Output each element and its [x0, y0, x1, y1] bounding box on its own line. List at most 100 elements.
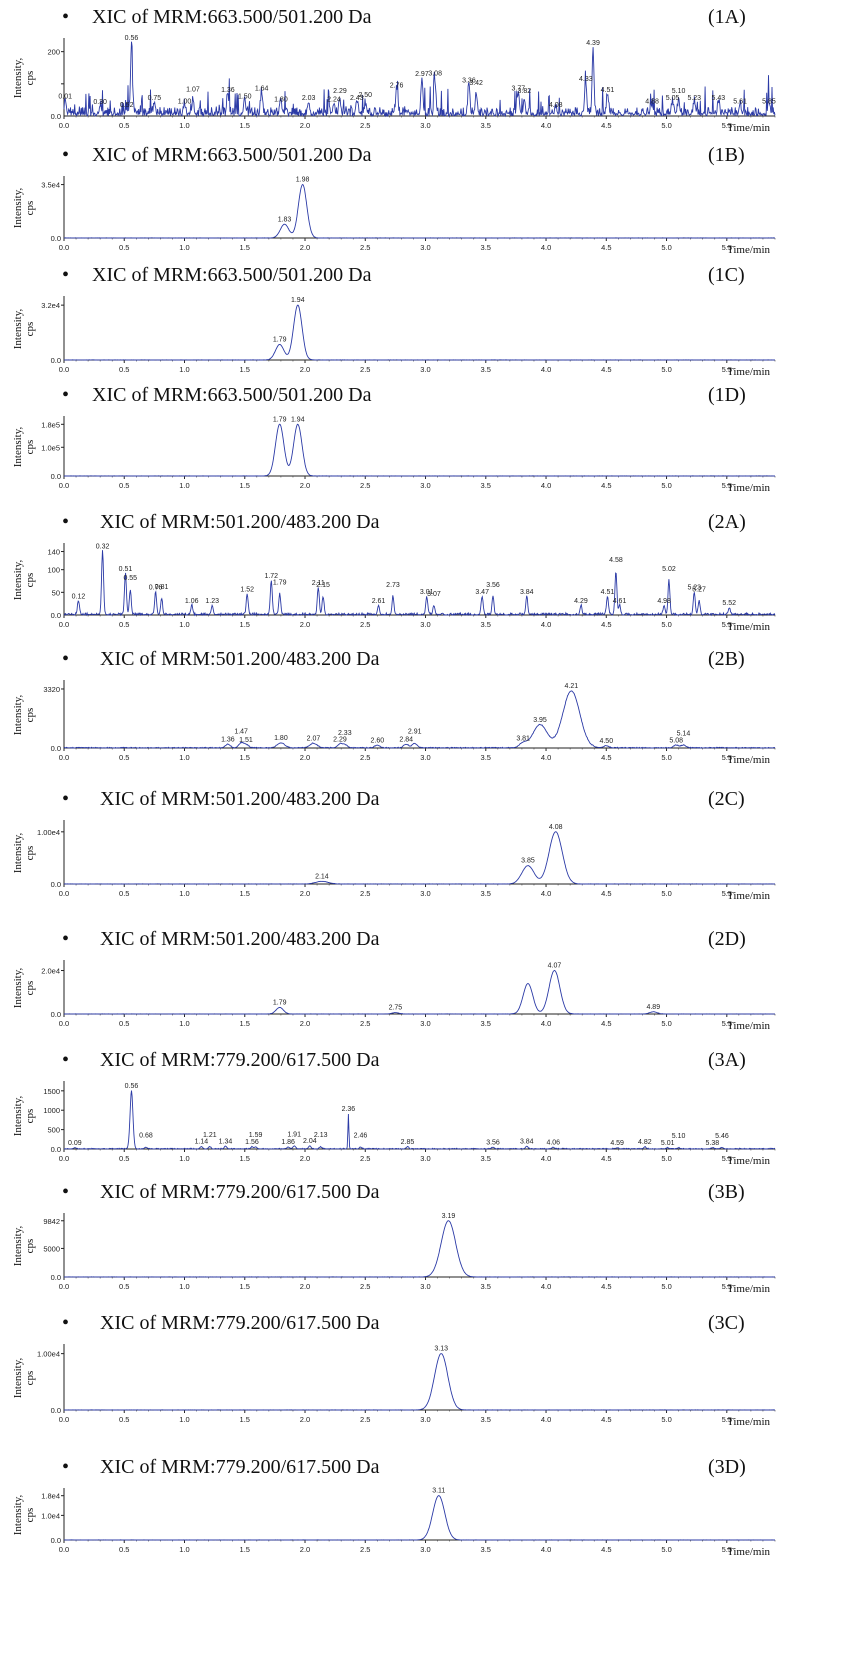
x-tick-label: 2.5: [360, 1154, 370, 1163]
x-tick-label: 3.5: [481, 481, 491, 490]
x-tick-label: 0.0: [59, 1019, 69, 1028]
y-tick-label: 1.0e4: [41, 1511, 60, 1520]
peak-label: 3.84: [520, 589, 534, 596]
x-tick-label: 2.5: [360, 481, 370, 490]
x-tick-label: 1.0: [179, 1545, 189, 1554]
peak-label: 0.75: [148, 95, 162, 102]
x-tick-label: 4.5: [601, 753, 611, 762]
peak-label: 2.91: [408, 729, 422, 736]
x-tick-label: 4.5: [601, 1282, 611, 1291]
x-axis-unit: Time/min: [727, 890, 770, 902]
y-tick-label: 1.00e4: [37, 1350, 60, 1359]
bullet-icon: •: [62, 384, 70, 406]
x-tick-label: 4.0: [541, 1415, 551, 1424]
y-tick-label: 0.0: [51, 234, 61, 243]
y-tick-label: 1000: [43, 1106, 60, 1115]
y-tick-label: 0.0: [51, 112, 61, 121]
peak-label: 2.43: [350, 95, 364, 102]
peak-label: 4.21: [565, 683, 579, 690]
peak-label: 2.13: [314, 1132, 328, 1139]
chromatogram-plot: 0.0 500 1000 1500 0.0 0.5 1.0 1.5 2.0 2.5 3.0 3.5 4.…: [43, 1081, 776, 1163]
chromatogram-panel: • XIC of MRM:501.200/483.200 Da (2C) Intens…: [0, 782, 845, 920]
x-tick-label: 5.0: [661, 121, 671, 130]
peak-label: 5.43: [712, 95, 726, 102]
x-tick-label: 3.5: [481, 620, 491, 629]
x-tick-label: 1.0: [179, 1154, 189, 1163]
peak-label: 4.07: [548, 963, 562, 970]
x-tick-label: 0.5: [119, 1019, 129, 1028]
x-tick-label: 0.0: [59, 481, 69, 490]
x-tick-label: 0.0: [59, 1415, 69, 1424]
x-tick-label: 3.0: [420, 889, 430, 898]
x-tick-label: 1.5: [240, 1415, 250, 1424]
x-tick-label: 5.0: [661, 243, 671, 252]
x-tick-label: 1.0: [179, 243, 189, 252]
x-tick-label: 4.0: [541, 620, 551, 629]
x-tick-label: 5.0: [661, 620, 671, 629]
peak-label: 1.51: [239, 737, 253, 744]
peak-label: 0.55: [123, 575, 137, 582]
peak-label: 3.08: [428, 70, 442, 77]
x-tick-label: 4.0: [541, 121, 551, 130]
peak-label: 4.08: [549, 824, 563, 831]
chromatogram-plot: 0.0 3320 0.0 0.5 1.0 1.5 2.0 2.5 3.0 3.5 4.0 4.5 5.0…: [43, 680, 776, 762]
panel-id: (1D): [708, 384, 746, 406]
x-tick-label: 1.5: [240, 620, 250, 629]
y-tick-label: 1.0e5: [41, 443, 60, 452]
x-tick-label: 3.5: [481, 1019, 491, 1028]
chromatogram-plot: 0.0 3.2e4 0.0 0.5 1.0 1.5 2.0 2.5 3.0 3.5 4.0 4.5 5.…: [41, 296, 776, 374]
panel-id: (3B): [708, 1181, 745, 1203]
y-tick-label: 0.0: [51, 611, 61, 620]
x-tick-label: 1.5: [240, 1282, 250, 1291]
peak-label: 4.89: [646, 1004, 660, 1011]
peak-label: 5.02: [662, 566, 676, 573]
y-tick-label: 0.0: [51, 744, 61, 753]
chromatogram-plot: 0.0 1.0e4 1.8e4 0.0 0.5 1.0 1.5 2.0 2.5 3.0 3.5 4.0…: [41, 1488, 776, 1554]
x-tick-label: 4.5: [601, 365, 611, 374]
peak-label: 2.29: [333, 88, 347, 95]
x-tick-label: 3.5: [481, 1282, 491, 1291]
panel-id: (2D): [708, 928, 746, 950]
x-tick-label: 3.5: [481, 753, 491, 762]
peak-label: 3.85: [521, 858, 535, 865]
x-tick-label: 2.0: [300, 1282, 310, 1291]
peak-label: 1.06: [185, 598, 199, 605]
panel-id: (1B): [708, 144, 745, 166]
x-tick-label: 5.0: [661, 1282, 671, 1291]
x-tick-label: 4.5: [601, 1545, 611, 1554]
panel-title: XIC of MRM:663.500/501.200 Da: [92, 6, 372, 28]
peak-label: 1.07: [186, 87, 200, 94]
peak-label: 3.19: [442, 1213, 456, 1220]
peak-label: 5.46: [715, 1133, 729, 1140]
x-axis-unit: Time/min: [727, 621, 770, 633]
bullet-icon: •: [62, 6, 70, 28]
bullet-icon: •: [62, 1181, 70, 1203]
x-axis-unit: Time/min: [727, 1020, 770, 1032]
x-tick-label: 1.0: [179, 365, 189, 374]
peak-label: 1.79: [273, 416, 287, 423]
panel-title: XIC of MRM:779.200/617.500 Da: [100, 1312, 380, 1334]
bullet-icon: •: [62, 788, 70, 810]
y-tick-label: 0.0: [51, 1010, 61, 1019]
peak-label: 2.03: [302, 95, 316, 102]
peak-label: 5.14: [677, 730, 691, 737]
peak-label: 3.42: [469, 80, 483, 87]
x-tick-label: 5.5: [722, 889, 732, 898]
chromatogram-panel: • XIC of MRM:779.200/617.500 Da (3C) Intens…: [0, 1306, 845, 1444]
x-tick-label: 1.5: [240, 121, 250, 130]
peak-label: 1.83: [278, 216, 292, 223]
x-tick-label: 1.0: [179, 1282, 189, 1291]
x-tick-label: 2.0: [300, 1019, 310, 1028]
x-tick-label: 3.0: [420, 1019, 430, 1028]
peak-label: 4.50: [599, 738, 613, 745]
x-tick-label: 4.0: [541, 889, 551, 898]
x-tick-label: 5.5: [722, 481, 732, 490]
peak-label: 0.76: [149, 584, 163, 591]
x-tick-label: 2.5: [360, 620, 370, 629]
x-tick-label: 0.5: [119, 481, 129, 490]
peak-label: 2.07: [307, 736, 321, 743]
x-tick-label: 2.0: [300, 243, 310, 252]
x-axis-unit: Time/min: [727, 1416, 770, 1428]
y-tick-label: 0.0: [51, 880, 61, 889]
peak-label: 3.84: [520, 1138, 534, 1145]
